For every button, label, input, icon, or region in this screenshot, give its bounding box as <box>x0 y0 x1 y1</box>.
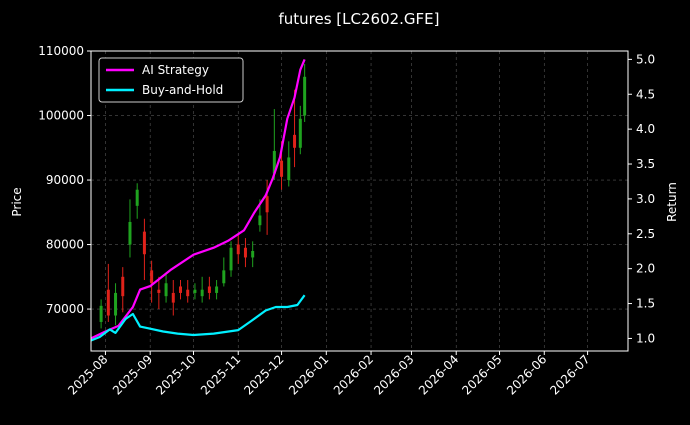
candle-body <box>236 244 240 255</box>
candle-body <box>215 286 219 293</box>
legend-box <box>98 57 244 103</box>
candle-body <box>142 231 146 255</box>
y-right-tick-label: 2.5 <box>636 227 655 241</box>
candle-body <box>258 215 262 226</box>
y-right-tick-label: 4.5 <box>636 87 655 101</box>
candle-body <box>121 276 125 297</box>
candle-body <box>280 160 284 177</box>
candle-body <box>186 289 190 297</box>
candle-body <box>114 292 118 316</box>
y-left-tick-label: 80000 <box>46 238 84 252</box>
candle-body <box>171 292 175 303</box>
chart-title: futures [LC2602.GFE] <box>278 10 439 28</box>
candle-body <box>128 221 132 245</box>
candle-body <box>150 270 154 284</box>
series-lines <box>90 58 306 342</box>
candle-body <box>287 157 291 181</box>
candle-body <box>193 289 197 293</box>
candle-body <box>222 270 226 284</box>
plot-frame <box>90 50 629 352</box>
y-right-tick-label: 1.0 <box>636 331 655 345</box>
candle-body <box>207 286 211 293</box>
y-right-tick-label: 5.0 <box>636 52 655 66</box>
y-left-tick-label: 70000 <box>46 302 84 316</box>
candle-body <box>106 289 110 316</box>
y-left-tick-label: 90000 <box>46 173 84 187</box>
y-right-tick-label: 3.0 <box>636 192 655 206</box>
series-line-buy-and-hold <box>90 294 306 342</box>
y-left-tick-label: 100000 <box>38 109 84 123</box>
y-right-tick-label: 1.5 <box>636 297 655 311</box>
y-right-tick-label: 4.0 <box>636 122 655 136</box>
candle-body <box>251 251 255 258</box>
candle-body <box>99 305 103 322</box>
legend: AI Strategy Buy-and-Hold <box>98 57 244 103</box>
y-right-tick-label: 3.5 <box>636 157 655 171</box>
y-left-tick-label: 110000 <box>38 44 84 58</box>
y-axis-label-right: Return <box>665 182 679 222</box>
candle-body <box>164 283 168 297</box>
candle-body <box>303 76 307 116</box>
candle-body <box>200 289 204 297</box>
candle-body <box>272 151 276 174</box>
candle-body <box>157 289 161 293</box>
legend-label-buy-and-hold: Buy-and-Hold <box>142 83 223 97</box>
candle-body <box>135 189 139 206</box>
candlesticks <box>99 63 307 329</box>
candle-body <box>265 196 269 213</box>
y-axis-label-left: Price <box>10 187 24 216</box>
series-line-ai-strategy <box>90 58 306 340</box>
legend-label-ai-strategy: AI Strategy <box>142 63 209 77</box>
candle-body <box>293 134 297 148</box>
candle-body <box>243 247 247 258</box>
candle-body <box>229 247 233 271</box>
candle-body <box>298 118 302 148</box>
candle-body <box>179 286 182 293</box>
y-right-tick-label: 2.0 <box>636 262 655 276</box>
